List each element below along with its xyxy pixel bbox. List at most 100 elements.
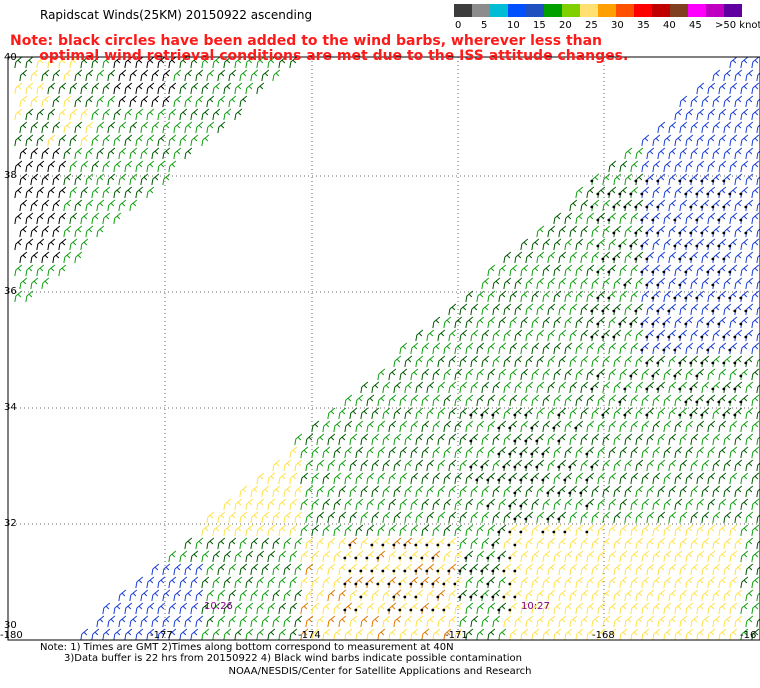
wind-barb	[696, 342, 705, 355]
contamination-dot	[502, 595, 506, 599]
wind-barb	[745, 381, 754, 394]
wind-barb	[239, 537, 248, 550]
wind-barb	[514, 251, 523, 264]
wind-barb	[690, 251, 699, 264]
wind-barb	[459, 589, 468, 602]
colorbar-label: 45	[689, 20, 702, 31]
wind-barb	[729, 316, 738, 329]
wind-barb	[217, 615, 226, 628]
wind-barb	[740, 368, 749, 381]
contamination-dot	[629, 374, 633, 378]
wind-barb	[426, 433, 435, 446]
wind-barb	[580, 225, 589, 238]
wind-barb	[591, 485, 600, 498]
wind-barb	[696, 550, 705, 563]
wind-barb	[751, 238, 760, 251]
wind-barb	[668, 173, 677, 186]
wind-barb	[575, 498, 584, 511]
wind-barb	[283, 589, 292, 602]
wind-barb	[685, 212, 694, 225]
wind-barb	[514, 563, 523, 576]
wind-barb	[465, 602, 474, 615]
wind-barb	[712, 225, 721, 238]
wind-barb	[162, 147, 171, 160]
contamination-dot	[563, 478, 567, 482]
wind-barb	[740, 550, 749, 563]
wind-barb	[718, 212, 727, 225]
wind-barb	[107, 173, 116, 186]
wind-barb	[740, 446, 749, 459]
wind-barb	[256, 628, 265, 641]
wind-barb	[712, 485, 721, 498]
wind-barb	[635, 251, 644, 264]
wind-barb	[85, 121, 94, 134]
wind-barb	[47, 186, 56, 199]
wind-barb	[503, 277, 512, 290]
wind-barb	[184, 563, 193, 576]
contamination-dot	[640, 244, 644, 248]
wind-barb	[140, 615, 149, 628]
wind-barb	[294, 563, 303, 576]
colorbar-swatch	[490, 4, 508, 17]
wind-barb	[619, 602, 628, 615]
wind-barb	[85, 173, 94, 186]
contamination-dot	[381, 569, 385, 573]
wind-barb	[657, 537, 666, 550]
wind-barb	[740, 498, 749, 511]
wind-barb	[531, 238, 540, 251]
wind-barb	[448, 407, 457, 420]
wind-barb	[696, 394, 705, 407]
wind-barb	[19, 95, 28, 108]
wind-barb	[366, 394, 375, 407]
wind-barb	[641, 602, 650, 615]
contamination-dot	[524, 413, 528, 417]
contamination-dot	[684, 322, 688, 326]
wind-barb	[542, 576, 551, 589]
contamination-dot	[557, 517, 561, 521]
wind-barb	[157, 134, 166, 147]
wind-barb	[404, 537, 413, 550]
wind-barb	[690, 563, 699, 576]
wind-barb	[586, 524, 595, 537]
wind-barb	[679, 563, 688, 576]
wind-barb	[745, 537, 754, 550]
wind-barb	[663, 576, 672, 589]
wind-barb	[421, 550, 430, 563]
wind-barb	[349, 459, 358, 472]
wind-barb	[624, 485, 633, 498]
wind-barb	[421, 524, 430, 537]
wind-barb	[751, 160, 760, 173]
contamination-dot	[552, 530, 556, 534]
contamination-dot	[354, 556, 358, 560]
wind-barb	[195, 121, 204, 134]
wind-barb	[756, 514, 760, 524]
wind-barb	[602, 225, 611, 238]
wind-barb	[558, 251, 567, 264]
wind-barb	[745, 459, 754, 472]
wind-barb	[723, 277, 732, 290]
wind-barb	[580, 303, 589, 316]
wind-barb	[300, 602, 309, 615]
wind-barb	[146, 576, 155, 589]
wind-barb	[520, 472, 529, 485]
contamination-dot	[513, 439, 517, 443]
wind-barb	[536, 589, 545, 602]
wind-barb	[47, 238, 56, 251]
contamination-dot	[596, 322, 600, 326]
wind-barb	[696, 290, 705, 303]
wind-barb	[492, 433, 501, 446]
wind-barb	[58, 186, 67, 199]
wind-barb	[371, 485, 380, 498]
wind-barb	[635, 329, 644, 342]
wind-barb	[289, 628, 298, 641]
wind-barb	[580, 433, 589, 446]
wind-barb	[756, 98, 760, 108]
wind-barb	[734, 199, 743, 212]
contamination-dot	[656, 283, 660, 287]
wind-barb	[459, 511, 468, 524]
wind-barb	[690, 433, 699, 446]
wind-barb	[305, 459, 314, 472]
wind-barb	[404, 589, 413, 602]
wind-barb	[476, 628, 485, 641]
wind-barb	[740, 576, 749, 589]
